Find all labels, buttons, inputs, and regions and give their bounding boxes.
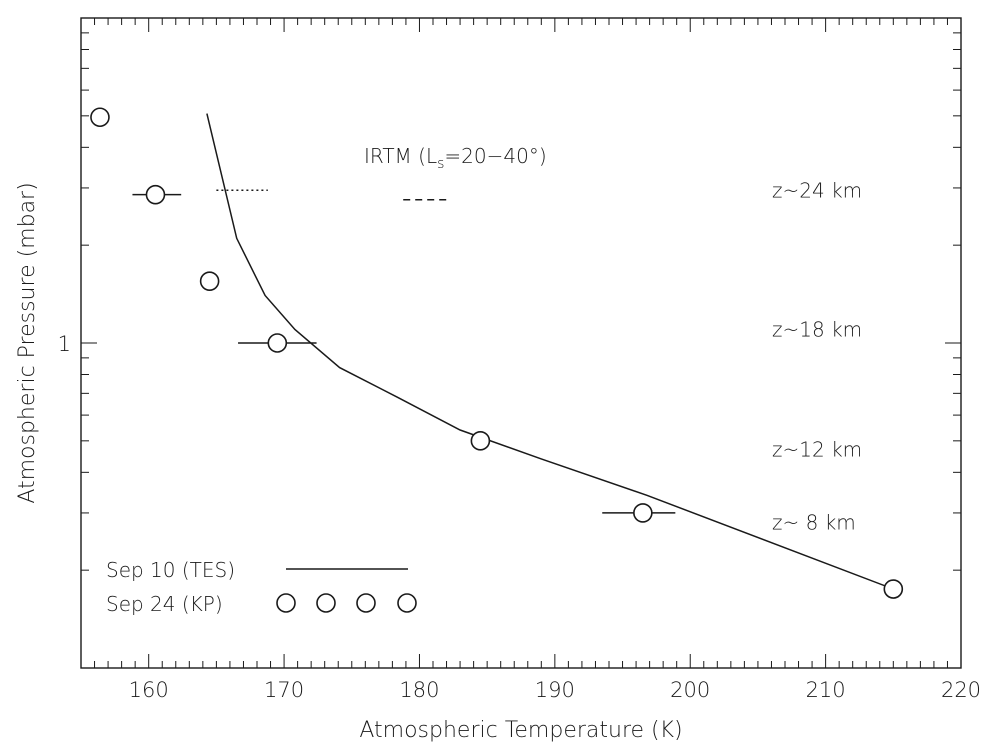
kp-data-point	[199, 271, 220, 291]
irtm-reference: IRTM (Ls=20−40°)	[216, 144, 547, 201]
kp-data-point	[145, 184, 166, 205]
legend: Sep 10 (TES) Sep 24 (KP)	[106, 558, 417, 616]
legend-label-tes: Sep 10 (TES)	[106, 558, 235, 582]
altitude-label: z~ 8 km	[772, 511, 856, 535]
legend-swatch-kp	[397, 593, 417, 613]
altitude-label: z~12 km	[772, 438, 862, 462]
axis-ticks	[80, 18, 962, 668]
irtm-label: IRTM (Ls=20−40°)	[364, 144, 547, 172]
kp-data-point	[633, 503, 653, 523]
altitude-label: z~18 km	[772, 318, 862, 342]
x-tick-label: 170	[264, 678, 304, 702]
y-axis-label: Atmospheric Pressure (mbar)	[15, 182, 40, 503]
x-tick-label: 200	[670, 678, 710, 702]
legend-label-kp: Sep 24 (KP)	[106, 592, 223, 616]
legend-swatch-kp	[276, 593, 296, 613]
x-tick-label: 160	[129, 678, 169, 702]
tes-temperature-profile	[206, 113, 894, 590]
tes-series	[206, 113, 894, 590]
y-tick-labels: 1	[58, 332, 71, 356]
kp-data-point	[470, 431, 491, 451]
kp-data-point	[90, 107, 110, 128]
legend-swatch-kp	[316, 593, 336, 613]
x-tick-label: 210	[806, 678, 846, 702]
y-tick-label: 1	[58, 332, 71, 356]
x-tick-labels: 160 170 180 190 200 210 220	[129, 678, 981, 702]
kp-data-point	[267, 333, 288, 353]
x-axis-label: Atmospheric Temperature (K)	[359, 718, 682, 743]
x-tick-label: 220	[941, 678, 981, 702]
x-tick-label: 190	[535, 678, 575, 702]
kp-data-point	[883, 579, 904, 599]
kp-series	[90, 107, 904, 599]
altitude-labels: z~24 km z~18 km z~12 km z~ 8 km	[772, 178, 862, 534]
legend-swatch-kp	[356, 593, 376, 613]
altitude-label: z~24 km	[772, 178, 862, 202]
x-tick-label: 180	[399, 678, 439, 702]
